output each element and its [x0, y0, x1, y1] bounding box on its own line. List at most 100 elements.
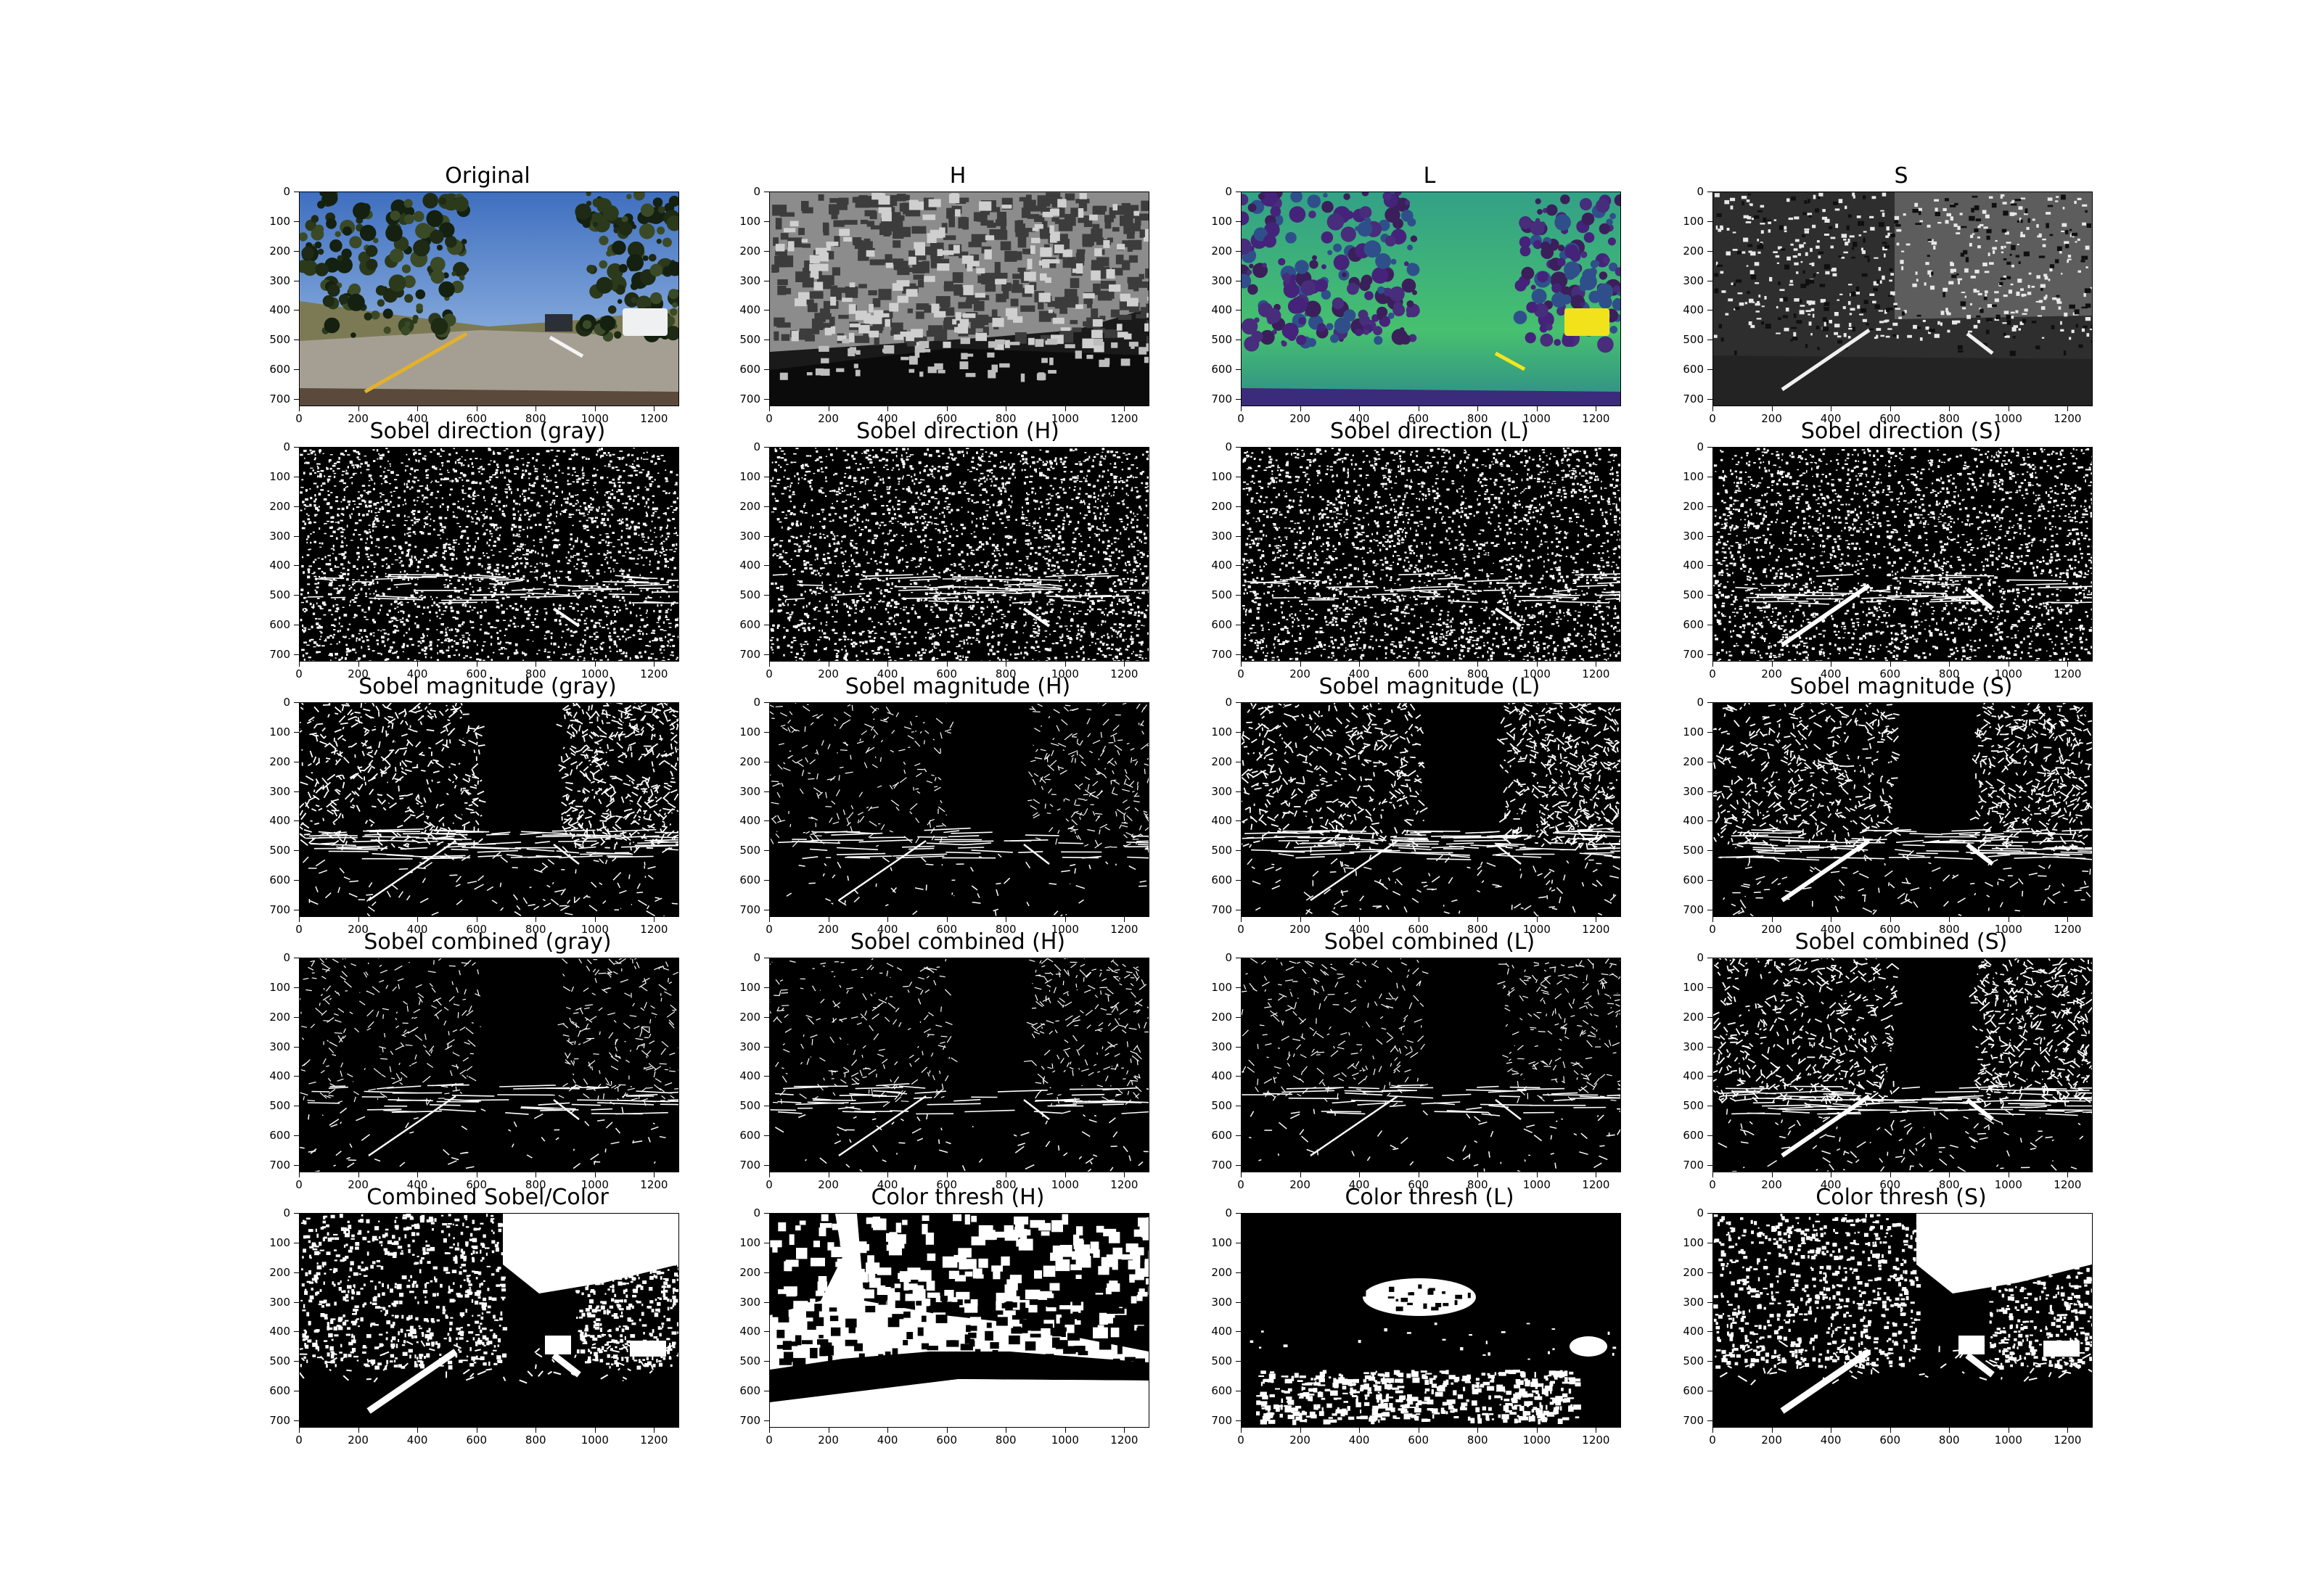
subplot-image [1241, 1213, 1621, 1428]
x-tick-label: 0 [277, 414, 321, 424]
x-tick-label: 200 [337, 1435, 380, 1446]
x-tick-mark [1300, 1172, 1301, 1177]
x-tick-mark [1064, 1428, 1066, 1433]
subplot: Sobel combined (H) 0 100 200 300 400 500 600 700… [739, 930, 1205, 1204]
y-tick-label: 600 [1203, 1386, 1232, 1396]
y-tick-label: 300 [731, 1296, 760, 1308]
subplot-title: Sobel magnitude (H) [726, 675, 1190, 699]
x-tick-mark [1064, 662, 1066, 667]
y-tick-label: 100 [731, 1237, 760, 1249]
y-tick-label: 200 [1675, 245, 1704, 257]
x-tick-mark [1949, 662, 1950, 667]
subplot-title: Sobel combined (gray) [255, 930, 720, 955]
y-tick-label: 300 [1203, 530, 1232, 542]
y-tick-mark [1707, 506, 1712, 507]
y-tick-label: 100 [731, 215, 760, 227]
y-tick-mark [764, 731, 769, 733]
subplot-image-canvas [1713, 192, 2092, 406]
y-tick-label: 700 [1203, 393, 1232, 405]
y-tick-mark [1236, 221, 1241, 222]
x-tick-label: 400 [1809, 924, 1853, 935]
x-tick-label: 200 [807, 669, 850, 680]
y-tick-label: 200 [1675, 756, 1704, 768]
subplot-image [299, 958, 679, 1172]
y-tick-mark [294, 447, 299, 448]
y-tick-mark [294, 369, 299, 370]
subplot: Sobel magnitude (H) 0 100 200 300 400 500 600 70… [739, 675, 1205, 949]
x-tick-label: 1200 [1574, 414, 1617, 424]
y-tick-label: 700 [731, 1159, 760, 1171]
y-tick-label: 700 [261, 1415, 290, 1426]
y-tick-mark [294, 1331, 299, 1333]
subplot: H 0 100 200 300 400 500 600 700 0 200 400 600 800 1000… [739, 164, 1205, 438]
x-tick-mark [887, 406, 889, 411]
y-tick-label: 400 [261, 560, 290, 571]
subplot-title: Sobel direction (H) [726, 419, 1190, 444]
y-tick-mark [1236, 595, 1241, 596]
y-tick-label: 300 [731, 275, 760, 287]
x-tick-label: 200 [337, 1180, 380, 1190]
y-tick-label: 200 [731, 756, 760, 768]
y-tick-label: 0 [1203, 1208, 1232, 1219]
y-tick-mark [1236, 654, 1241, 655]
y-tick-mark [1236, 1076, 1241, 1077]
y-tick-label: 200 [731, 501, 760, 512]
x-tick-label: 1200 [1574, 924, 1617, 935]
y-tick-label: 0 [1675, 953, 1704, 963]
x-tick-mark [299, 406, 300, 411]
x-tick-mark [1064, 1172, 1066, 1177]
x-tick-label: 600 [1868, 1435, 1912, 1446]
x-tick-label: 800 [514, 1180, 557, 1190]
y-tick-label: 400 [1675, 560, 1704, 571]
y-tick-mark [1707, 880, 1712, 881]
subplot-image [769, 192, 1149, 406]
subplot: Sobel combined (L) 0 100 200 300 400 500 600 700… [1211, 930, 1676, 1204]
y-tick-label: 700 [731, 1415, 760, 1426]
y-tick-label: 400 [1675, 815, 1704, 826]
y-tick-mark [294, 1272, 299, 1273]
y-tick-mark [1236, 702, 1241, 703]
y-tick-label: 100 [1203, 471, 1232, 482]
y-tick-mark [1236, 1016, 1241, 1018]
x-tick-label: 1200 [1102, 414, 1146, 424]
y-tick-mark [294, 535, 299, 537]
x-tick-mark [769, 917, 770, 922]
x-tick-label: 200 [1279, 1435, 1322, 1446]
y-tick-mark [1707, 1301, 1712, 1303]
x-tick-mark [1712, 662, 1713, 667]
x-tick-label: 400 [1337, 669, 1381, 680]
y-tick-mark [294, 250, 299, 252]
subplot: Sobel combined (S) 0 100 200 300 400 500 600 700… [1683, 930, 2148, 1204]
x-tick-mark [946, 406, 948, 411]
y-tick-mark [1707, 221, 1712, 222]
y-tick-label: 500 [1203, 1356, 1232, 1367]
x-tick-mark [887, 1172, 889, 1177]
x-tick-label: 400 [395, 1435, 439, 1446]
x-tick-mark [1771, 1428, 1773, 1433]
x-tick-label: 800 [1927, 1435, 1971, 1446]
y-tick-label: 500 [1675, 590, 1704, 601]
x-tick-mark [769, 406, 770, 411]
y-tick-label: 600 [731, 1386, 760, 1396]
subplot-image [769, 1213, 1149, 1428]
x-tick-mark [946, 662, 948, 667]
subplot-image [1712, 192, 2093, 406]
subplot: Color thresh (S) 0 100 200 300 400 500 600 700 0 2… [1683, 1185, 2148, 1460]
x-tick-mark [1890, 1428, 1891, 1433]
x-tick-mark [417, 1428, 419, 1433]
y-tick-label: 100 [731, 726, 760, 738]
x-tick-label: 1200 [1574, 1435, 1617, 1446]
subplot-image-canvas [1713, 1214, 2092, 1427]
y-tick-mark [1707, 731, 1712, 733]
x-tick-label: 200 [1279, 669, 1322, 680]
y-tick-label: 300 [1675, 1041, 1704, 1053]
y-tick-label: 400 [1203, 1326, 1232, 1337]
x-tick-label: 800 [1456, 1180, 1499, 1190]
x-tick-label: 1000 [1515, 924, 1559, 935]
y-tick-label: 400 [1675, 305, 1704, 316]
y-tick-mark [764, 1361, 769, 1362]
subplot-image [1241, 447, 1621, 662]
y-tick-label: 600 [1675, 1130, 1704, 1141]
y-tick-label: 700 [1675, 904, 1704, 916]
x-tick-mark [946, 1428, 948, 1433]
